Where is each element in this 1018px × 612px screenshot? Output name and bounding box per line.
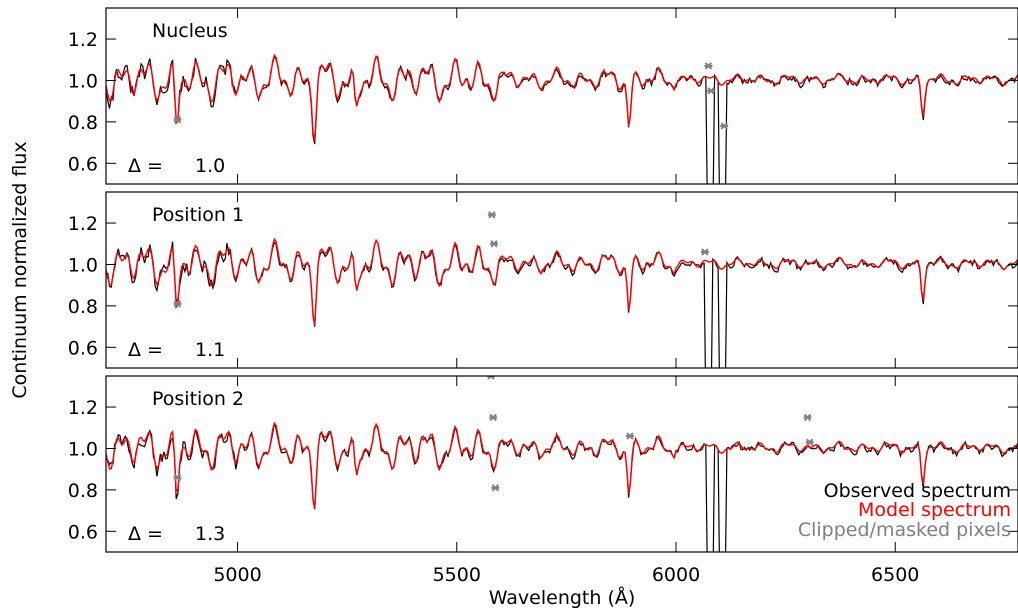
y-tick-label: 1.0 [68,254,98,276]
panel-1: 0.6 0.8 1.0 1.2 Nucleus Δ = 1.0 [68,8,1018,225]
panel-title: Position 1 [152,204,244,226]
x-axis-label: Wavelength (Å) [489,586,636,609]
clipped-pixel-marker [491,485,499,491]
legend: Observed spectrum Model spectrum Clipped… [798,480,1011,541]
model-spectrum-line [106,55,1018,141]
clipped-pixel-marker [720,123,728,129]
clipped-pixel-marker [173,474,181,480]
y-axis-label: Continuum normalized flux [9,141,31,398]
y-tick-label: 0.6 [68,337,98,359]
panel-title: Nucleus [152,20,228,42]
x-tick-label: 5500 [433,564,481,586]
x-tick-label: 6500 [871,564,919,586]
y-tick-label: 0.6 [68,153,98,175]
y-tick-label: 1.0 [68,438,98,460]
y-tick-label: 0.8 [68,296,98,318]
panel-traces [106,212,1018,410]
clipped-pixel-marker [626,433,634,439]
clipped-pixel-marker [804,414,812,420]
y-tick-label: 1.2 [68,213,98,235]
y-tick-label: 1.2 [68,29,98,51]
clipped-pixel-marker [707,88,715,94]
y-tick-label: 1.2 [68,397,98,419]
panel-frame [106,8,1018,184]
model-spectrum-line [106,239,1018,325]
clipped-pixel-marker [489,414,497,420]
clipped-pixel-marker [806,439,814,445]
y-tick-label: 0.8 [68,480,98,502]
legend-model: Model spectrum [858,499,1011,521]
x-tick-label: 6000 [652,564,700,586]
clipped-pixel-marker [490,241,498,247]
legend-clipped: Clipped/masked pixels [798,519,1011,541]
observed-spectrum-line [106,241,1018,410]
y-tick-label: 0.8 [68,112,98,134]
clipped-pixel-marker [488,212,496,218]
delta-value: 1.1 [195,339,225,361]
y-tick-label: 1.0 [68,70,98,92]
panel-title: Position 2 [152,388,244,410]
x-tick-label: 5000 [213,564,261,586]
panel-2: 0.6 0.8 1.0 1.2 Position 1 Δ = 1.1 [68,192,1018,409]
clipped-pixel-marker [704,63,712,69]
x-tick-labels: 5000 5500 6000 6500 [213,564,919,586]
delta-value: 1.0 [195,155,225,177]
y-tick-label: 0.6 [68,521,98,543]
delta-label: Δ = [128,523,163,545]
delta-value: 1.3 [195,523,225,545]
delta-label: Δ = [128,339,163,361]
panel-traces [106,55,1018,225]
clipped-pixel-marker [701,249,709,255]
delta-label: Δ = [128,155,163,177]
